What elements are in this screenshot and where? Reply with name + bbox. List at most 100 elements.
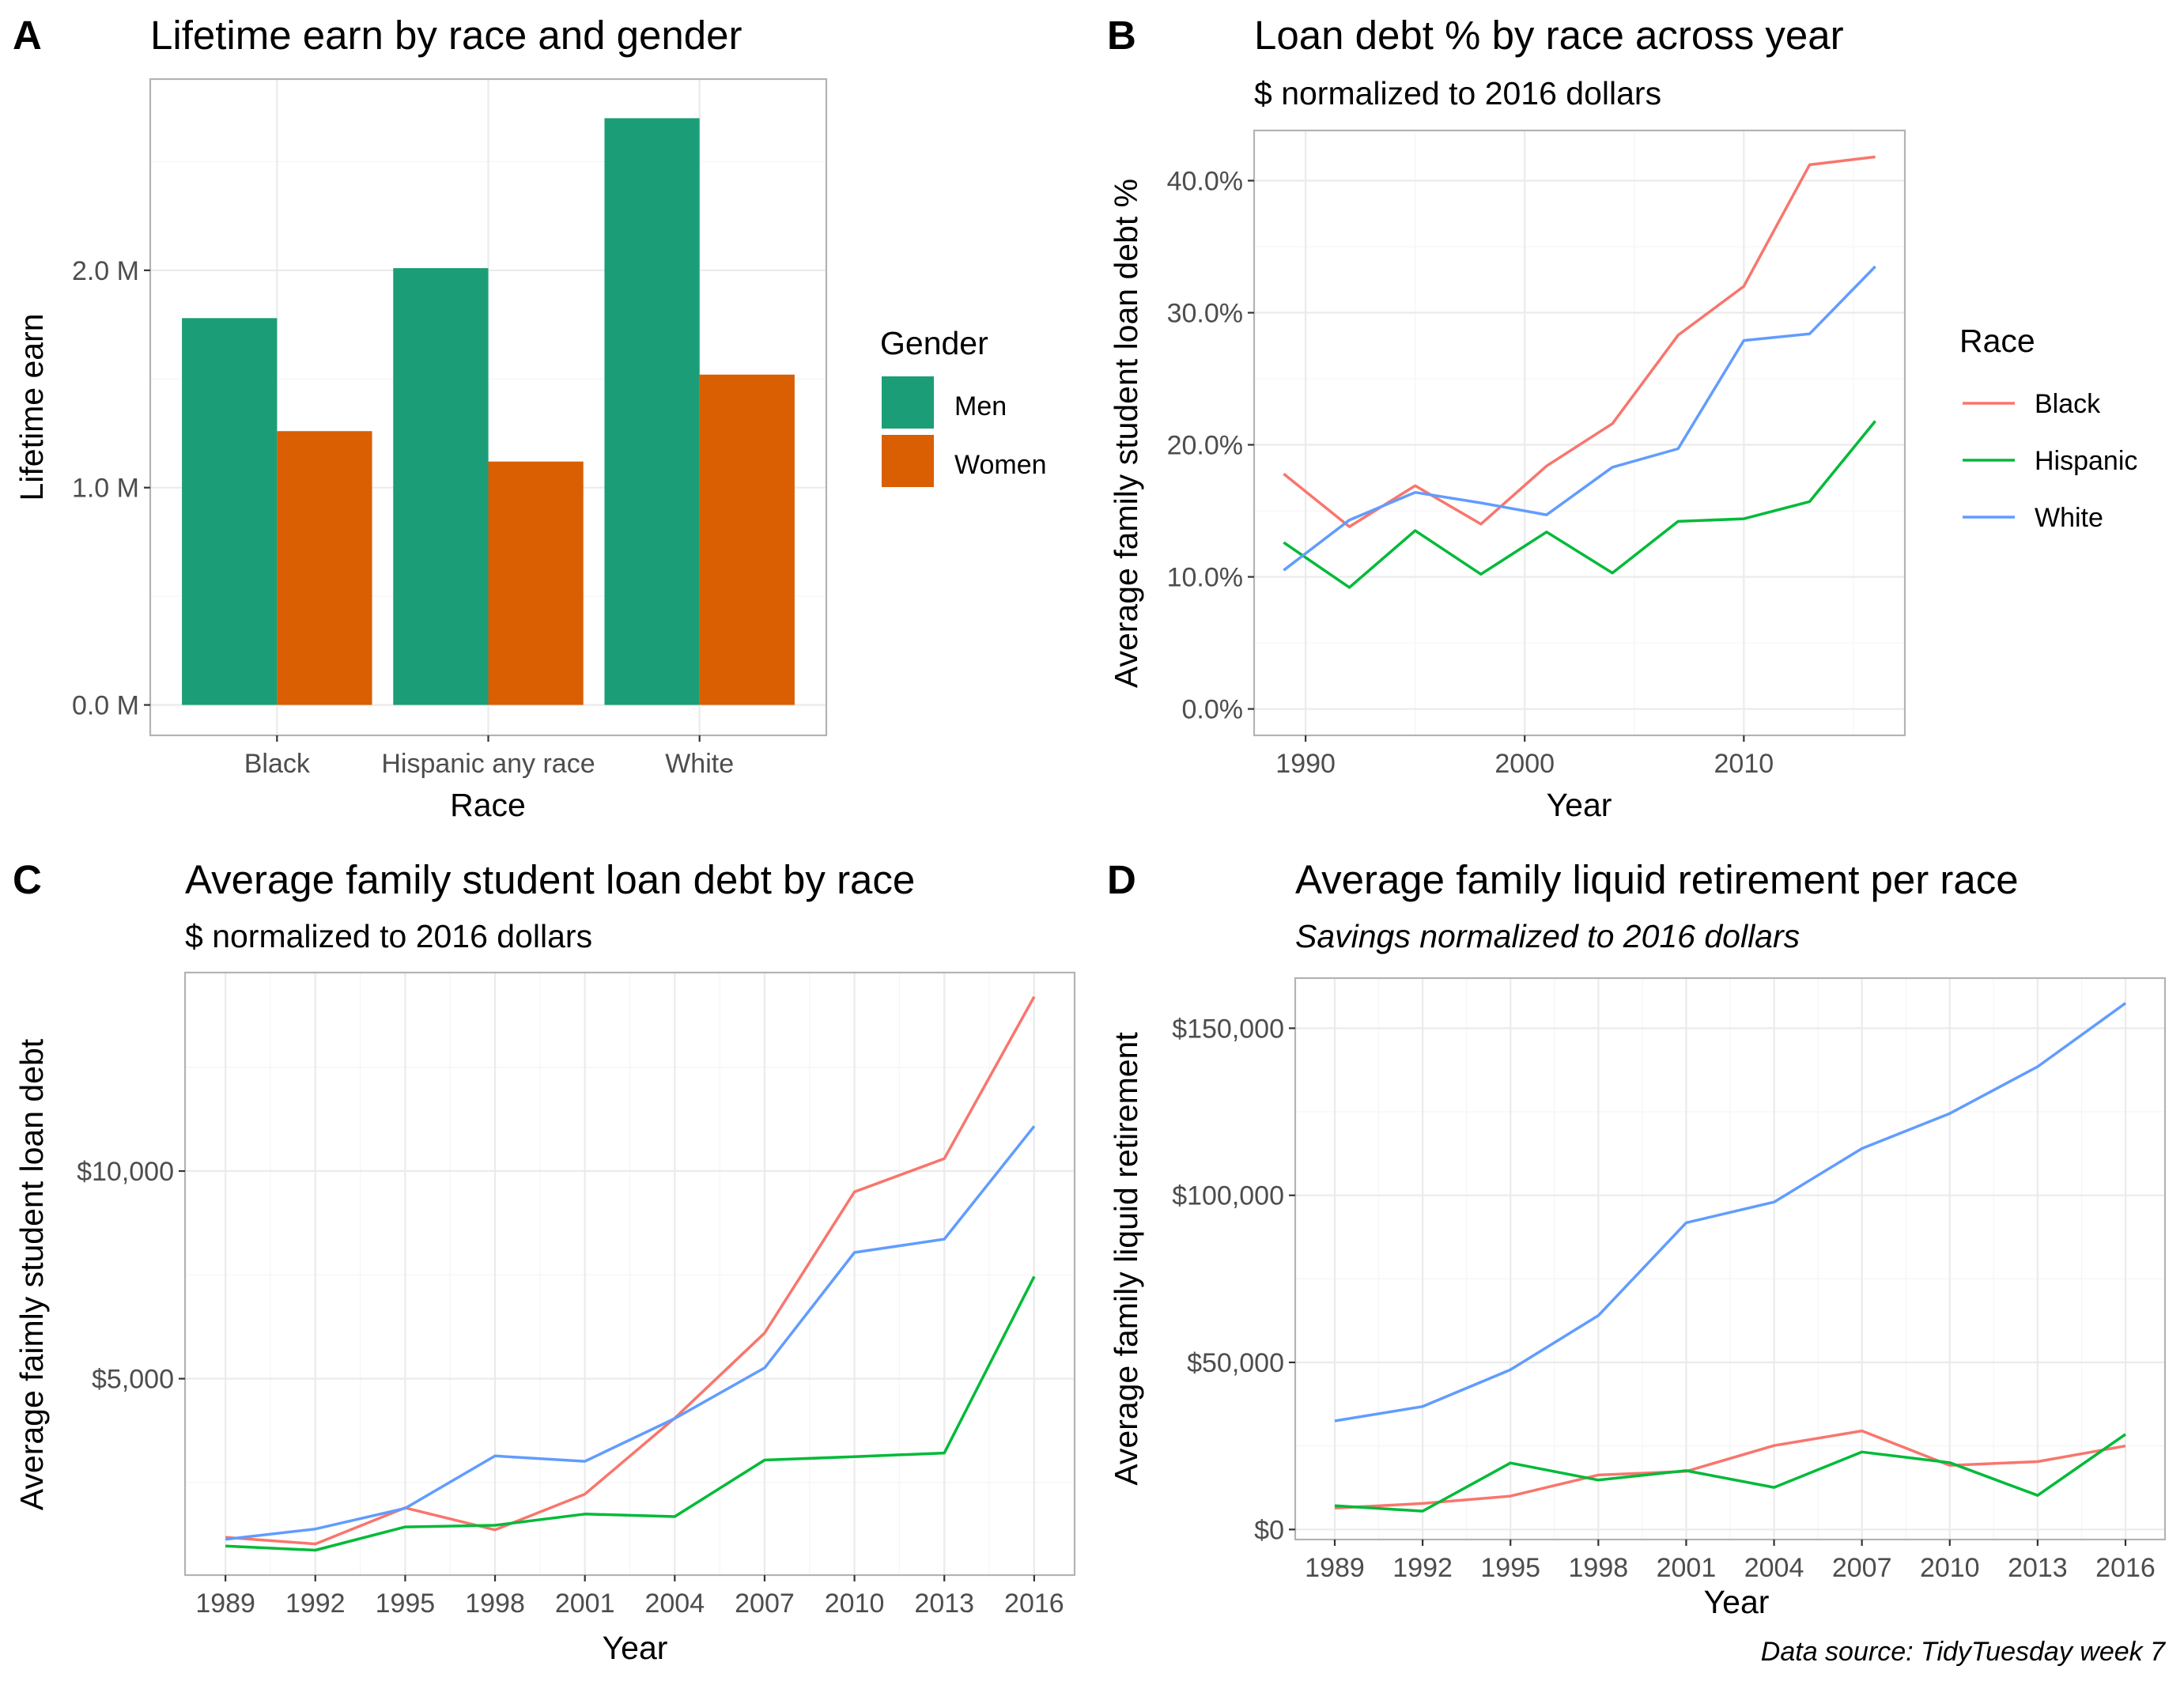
legend-key-women [882,435,934,487]
panel-b-legend-title: Race [1959,323,2035,359]
panel-c-title: Average family student loan debt by race [185,857,915,902]
x-tick-label: Hispanic any race [381,749,595,779]
y-tick-label: 40.0% [1167,166,1243,196]
line-white [1334,1002,2127,1422]
line-black [225,996,1036,1546]
x-tick-label: 2016 [2095,1553,2156,1583]
data-source-caption: Data source: TidyTuesday week 7 [1761,1637,2166,1667]
bar-women-white [699,374,795,705]
y-tick-label: 1.0 M [72,474,139,504]
panel-a-bars [182,118,795,705]
x-tick-label: 1995 [1480,1553,1540,1583]
panel-c-tag: C [13,857,42,902]
line-black [1283,155,1876,528]
panel-c-y-ticks: $5,000 $10,000 [77,1157,185,1395]
panel-b-legend: Race Black Hispanic White [1959,323,2137,533]
x-tick-label: 2013 [914,1589,974,1619]
x-tick-label: 2000 [1494,749,1555,779]
panel-c-x-axis-title: Year [603,1630,668,1666]
panel-c-x-ticks: 1989 1992 1995 1998 2001 2004 2007 2010 2013 2016 [195,1575,1064,1619]
y-tick-label: 0.0 M [72,691,139,721]
y-tick-label: 30.0% [1167,299,1243,329]
panel-c-gridlines [185,973,1075,1575]
line-hispanic [1283,420,1876,589]
x-tick-label: 2010 [825,1589,885,1619]
x-tick-label: Black [244,749,311,779]
panel-b-tag: B [1107,13,1136,58]
panel-d-subtitle: Savings normalized to 2016 dollars [1295,918,1800,954]
x-tick-label: 1989 [195,1589,255,1619]
y-tick-label: $0 [1254,1515,1284,1545]
panel-b: B Loan debt % by race across year $ norm… [1107,13,2137,823]
x-tick-label: 2001 [1657,1553,1717,1583]
bar-women-hispanic-any-race [488,461,584,705]
y-tick-label: $100,000 [1172,1181,1284,1211]
legend-label-women: Women [954,450,1047,480]
y-tick-label: $50,000 [1187,1348,1284,1378]
panel-d-lines [1334,1002,2127,1513]
x-tick-label: 2001 [555,1589,615,1619]
x-tick-label: 2013 [2008,1553,2068,1583]
panel-b-y-ticks: 0.0% 10.0% 20.0% 30.0% 40.0% [1167,166,1254,725]
line-white [225,1125,1036,1541]
panel-d-title: Average family liquid retirement per rac… [1295,857,2019,902]
x-tick-label: 2004 [1744,1553,1804,1583]
panel-b-lines [1283,155,1876,589]
x-tick-label: 2007 [1832,1553,1892,1583]
panel-c-subtitle: $ normalized to 2016 dollars [185,918,592,954]
x-tick-label: 1992 [285,1589,346,1619]
x-tick-label: 2010 [1920,1553,1980,1583]
panel-a-title: Lifetime earn by race and gender [150,13,742,58]
panel-d-x-ticks: 1989 1992 1995 1998 2001 2004 2007 2010 2013 2016 [1305,1540,2156,1583]
bar-women-black [277,431,372,705]
x-tick-label: White [665,749,734,779]
panel-a-legend-title: Gender [880,325,988,361]
bar-men-black [182,318,278,705]
y-tick-label: 20.0% [1167,431,1243,461]
panel-d-y-ticks: $0 $50,000 $100,000 $150,000 [1172,1014,1295,1545]
x-tick-label: 2010 [1714,749,1774,779]
panel-a-y-axis-title: Lifetime earn [13,313,50,501]
legend-label-black: Black [2035,389,2101,419]
panel-c-lines [225,996,1036,1552]
panel-c: C Average family student loan debt by ra… [13,857,1076,1666]
y-tick-label: 0.0% [1182,695,1244,725]
x-tick-label: 1990 [1275,749,1336,779]
panel-a: A Lifetime earn by race and gender Black… [13,13,1047,823]
x-tick-label: 1995 [376,1589,436,1619]
line-white [1283,265,1876,572]
panel-b-title: Loan debt % by race across year [1254,13,1844,58]
panel-d-border [1294,977,2167,1541]
panel-b-x-axis-title: Year [1547,787,1612,823]
legend-label-white: White [2035,503,2103,533]
x-tick-label: 1998 [1569,1553,1629,1583]
x-tick-label: 1998 [465,1589,525,1619]
panel-c-border [183,971,1076,1577]
panel-d-gridlines [1295,978,2165,1540]
panel-b-y-axis-title: Average family student loan debt % [1108,179,1144,688]
bar-men-hispanic-any-race [393,268,489,705]
panel-a-x-ticks: Black Hispanic any race White [244,735,734,779]
panel-a-x-axis-title: Race [450,787,526,823]
x-tick-label: 1992 [1392,1553,1453,1583]
legend-key-men [882,376,934,429]
panel-b-subtitle: $ normalized to 2016 dollars [1254,75,1661,111]
y-tick-label: $150,000 [1172,1014,1284,1044]
panel-b-x-ticks: 1990 2000 2010 [1275,735,1774,779]
panel-a-tag: A [13,13,42,58]
x-tick-label: 2007 [735,1589,795,1619]
panel-c-y-axis-title: Average faimly student loan debt [13,1038,50,1510]
y-tick-label: 10.0% [1167,563,1243,593]
y-tick-label: $10,000 [77,1157,174,1187]
bar-men-white [604,118,700,705]
panel-b-gridlines [1254,130,1905,735]
legend-label-hispanic: Hispanic [2035,446,2137,476]
panel-d: D Average family liquid retirement per r… [1107,857,2167,1620]
x-tick-label: 1989 [1305,1553,1365,1583]
x-tick-label: 2016 [1004,1589,1064,1619]
panel-b-border [1253,129,1906,737]
panel-d-y-axis-title: Average family liquid retirement [1108,1032,1144,1486]
panel-a-legend: Gender Men Women [880,325,1047,487]
panel-a-y-ticks: 0.0 M 1.0 M 2.0 M [72,256,150,721]
